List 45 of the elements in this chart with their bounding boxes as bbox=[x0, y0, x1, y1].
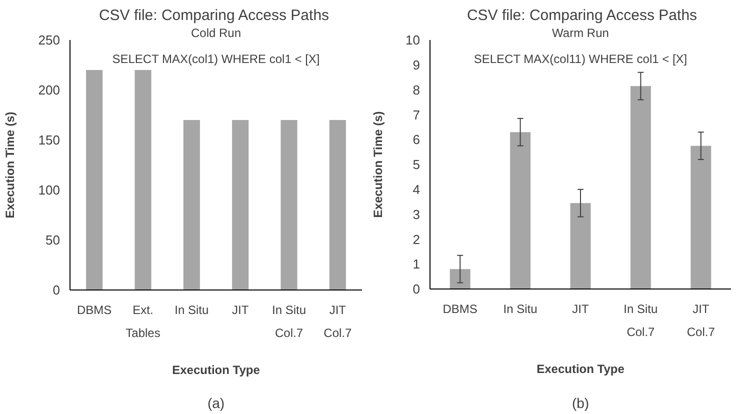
y-tick-label: 150 bbox=[38, 132, 60, 148]
x-axis-title: Execution Type bbox=[536, 362, 625, 376]
annotation: SELECT MAX(col1) WHERE col1 < [X] bbox=[112, 52, 320, 66]
y-tick-label: 250 bbox=[38, 32, 60, 48]
y-tick-label: 50 bbox=[46, 232, 60, 248]
x-tick-label: DBMS bbox=[76, 303, 112, 317]
chart-subtitle: Warm Run bbox=[552, 26, 609, 40]
y-tick-label: 1 bbox=[412, 256, 420, 272]
y-tick-label: 9 bbox=[412, 57, 420, 72]
y-tick-label: 5 bbox=[412, 157, 420, 172]
x-tick-label: DBMS bbox=[442, 302, 478, 316]
y-tick-label: 200 bbox=[38, 82, 60, 98]
bar bbox=[510, 132, 531, 289]
x-tick-label: In Situ bbox=[174, 303, 209, 317]
x-tick-label: JIT Col.7 bbox=[686, 302, 716, 339]
x-tick-label: JIT Col.7 bbox=[324, 303, 352, 340]
y-axis-title: Execution Time (s) bbox=[3, 112, 17, 218]
x-tick-label: In Situ Col.7 bbox=[624, 302, 658, 339]
text: (b) bbox=[572, 395, 590, 411]
y-tick-label: 2 bbox=[412, 232, 420, 247]
annotation: SELECT MAX(col11) WHERE col1 < [X] bbox=[474, 52, 688, 66]
y-tick-label: 0 bbox=[52, 282, 60, 298]
y-tick-label: 3 bbox=[412, 206, 420, 222]
x-tick-label: JIT bbox=[232, 303, 250, 317]
x-tick-label: In Situ Col.7 bbox=[272, 303, 306, 340]
y-tick-label: 10 bbox=[406, 32, 420, 48]
x-tick-label: JIT bbox=[572, 302, 590, 316]
y-tick-label: 7 bbox=[412, 107, 420, 122]
chart-title: CSV file: Comparing Access Paths bbox=[98, 7, 330, 24]
x-tick-label: Ext. Tables bbox=[126, 303, 160, 340]
chart-subtitle: Cold Run bbox=[190, 26, 242, 40]
y-tick-label: 8 bbox=[412, 82, 420, 98]
text: (a) bbox=[207, 395, 225, 411]
bar bbox=[630, 86, 651, 289]
bar bbox=[570, 203, 591, 289]
x-tick-label: In Situ bbox=[503, 302, 538, 316]
y-tick-label: 100 bbox=[38, 182, 60, 198]
y-tick-label: 6 bbox=[412, 132, 420, 148]
bar bbox=[690, 146, 712, 289]
chart-title: CSV file: Comparing Access Paths bbox=[466, 7, 698, 24]
y-tick-label: 0 bbox=[412, 282, 420, 297]
y-tick-label: 4 bbox=[412, 182, 420, 197]
x-axis-title: Execution Type bbox=[172, 363, 260, 377]
bar bbox=[450, 269, 470, 289]
y-axis-title: Execution Time (s) bbox=[371, 111, 385, 218]
